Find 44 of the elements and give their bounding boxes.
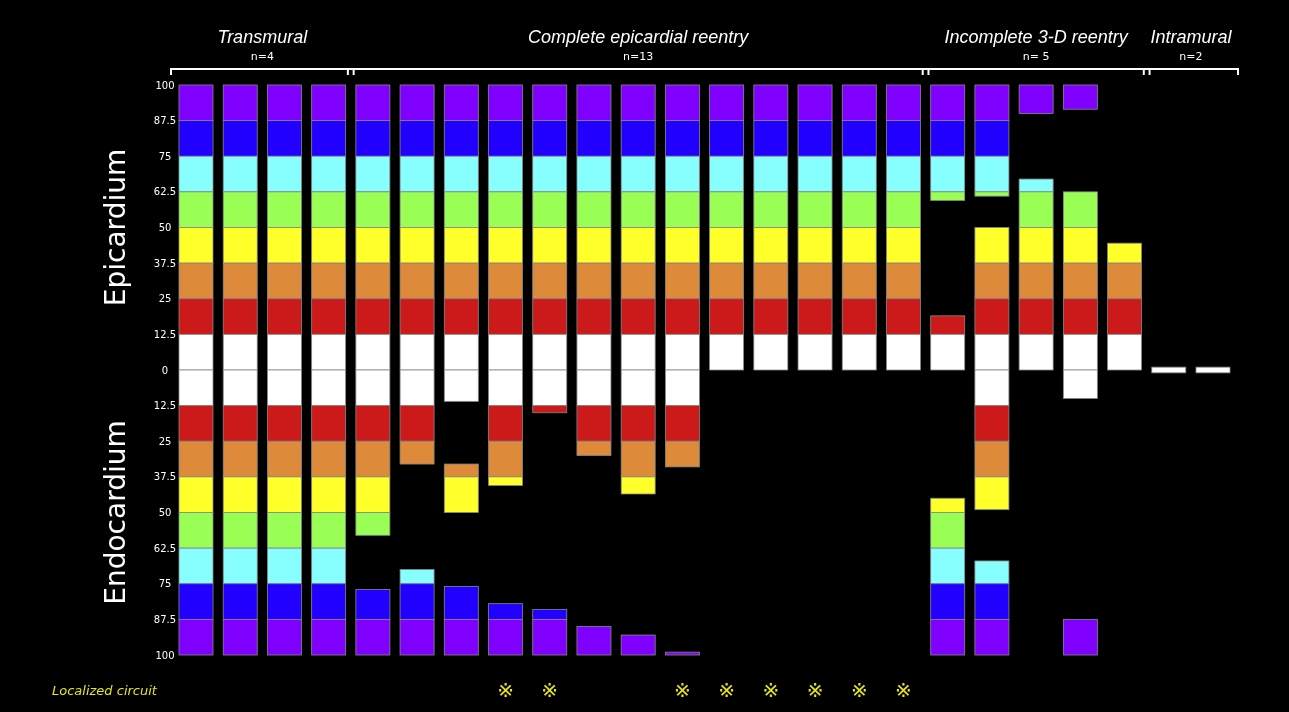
x-tick-label: ※	[806, 678, 824, 702]
text: n=4	[250, 50, 274, 63]
y-tick-label: 87.5	[153, 115, 177, 127]
bar	[1018, 84, 1054, 114]
x-axis-title: Localized circuit	[52, 683, 158, 698]
y-tick-label: 50	[158, 507, 172, 518]
y-tick-label: 25	[158, 293, 172, 305]
y-tick-label: 100	[155, 79, 175, 91]
text: Transmural	[217, 27, 309, 47]
x-tick-label: ※	[674, 678, 691, 702]
bar	[1062, 84, 1098, 110]
text: Incomplete 3-D reentry	[944, 27, 1129, 47]
y-tick-label: 50	[158, 222, 172, 233]
text: n=2	[1179, 50, 1203, 63]
y-tick-label: 12.5	[153, 400, 177, 412]
text: Epicardium	[99, 148, 132, 307]
x-tick-label: ※	[850, 678, 868, 702]
x-tick-label: ※	[541, 678, 559, 702]
x-tick-label: ※	[895, 678, 912, 702]
x-tick-label: ※	[762, 678, 780, 702]
text: n= 5	[1022, 50, 1050, 63]
bar	[1195, 366, 1231, 374]
text: Complete epicardial reentry	[528, 27, 750, 47]
text: Intramural	[1150, 27, 1233, 47]
y-tick-label: 75	[158, 578, 172, 590]
bar	[664, 651, 700, 656]
y-tick-label: 12.5	[153, 328, 177, 340]
y-tick-label: 0	[161, 364, 169, 376]
y-tick-label: 62.5	[153, 186, 177, 198]
bar	[1062, 618, 1098, 656]
text: n=13	[623, 50, 654, 63]
bar	[620, 634, 656, 656]
y-tick-label: 37.5	[153, 257, 177, 269]
y-tick-label: 75	[158, 150, 172, 162]
y-tick-label: 87.5	[153, 613, 177, 625]
x-tick-label: ※	[497, 678, 514, 702]
y-tick-label: 25	[158, 435, 172, 447]
y-tick-label: 37.5	[153, 471, 177, 483]
y-tick-label: 62.5	[153, 542, 177, 554]
bar	[576, 626, 612, 656]
x-tick-label: ※	[718, 678, 735, 702]
y-tick-label: 100	[155, 649, 175, 661]
text: Endocardium	[99, 420, 132, 605]
bar	[1151, 366, 1187, 374]
